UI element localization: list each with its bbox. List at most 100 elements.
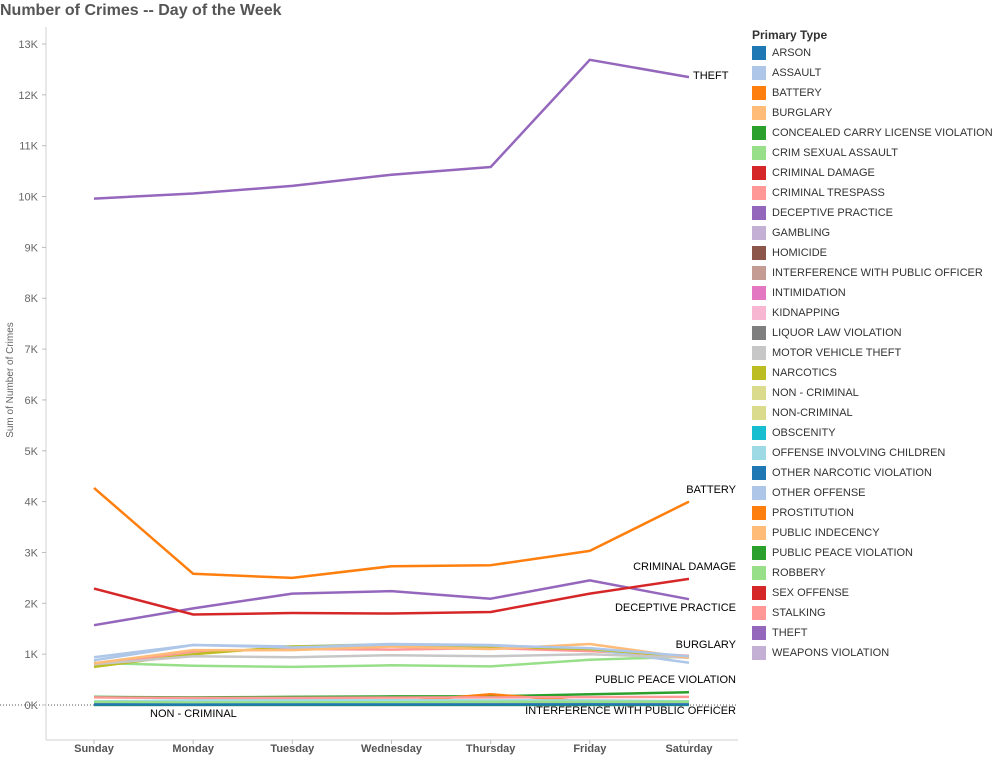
legend-swatch — [752, 346, 766, 360]
y-tick-label: 7K — [25, 344, 39, 356]
legend-item-criminal-damage[interactable]: CRIMINAL DAMAGE — [752, 163, 997, 183]
legend-label: OTHER OFFENSE — [772, 487, 866, 499]
legend-swatch — [752, 366, 766, 380]
series-line-offense-involving-children — [93, 698, 690, 703]
series-line-theft — [93, 58, 690, 200]
y-tick-label: 2K — [25, 598, 39, 610]
legend-label: LIQUOR LAW VIOLATION — [772, 327, 902, 339]
y-tick-label: 12K — [18, 90, 38, 102]
legend-item-non-criminal[interactable]: NON - CRIMINAL — [752, 383, 997, 403]
y-tick-label: 9K — [25, 242, 39, 254]
legend-item-public-peace-violation[interactable]: PUBLIC PEACE VIOLATION — [752, 543, 997, 563]
legend-item-stalking[interactable]: STALKING — [752, 603, 997, 623]
legend-item-sex-offense[interactable]: SEX OFFENSE — [752, 583, 997, 603]
line-labels: THEFT BATTERY CRIMINAL DAMAGE DECEPTIVE PRA… — [150, 70, 737, 720]
x-tick-label-friday: Friday — [573, 743, 607, 755]
line-label-battery: BATTERY — [686, 484, 736, 496]
legend-swatch — [752, 466, 766, 480]
legend-swatch — [752, 66, 766, 80]
axes: 0K 1K 2K 3K 4K 5K 6K 7K 8K 9K 10K 11K 12K 13K Sum of N… — [0, 27, 738, 755]
legend-item-liquor-law-violation[interactable]: LIQUOR LAW VIOLATION — [752, 323, 997, 343]
legend-item-motor-vehicle-theft[interactable]: MOTOR VEHICLE THEFT — [752, 343, 997, 363]
legend-item-obscenity[interactable]: OBSCENITY — [752, 423, 997, 443]
legend-swatch — [752, 386, 766, 400]
legend-item-robbery[interactable]: ROBBERY — [752, 563, 997, 583]
legend-item-public-indecency[interactable]: PUBLIC INDECENCY — [752, 523, 997, 543]
line-label-deceptive-practice: DECEPTIVE PRACTICE — [615, 602, 736, 614]
legend-item-concealed-carry-license-violation[interactable]: CONCEALED CARRY LICENSE VIOLATION — [752, 123, 997, 143]
legend-swatch — [752, 126, 766, 140]
legend-label: ROBBERY — [772, 567, 826, 579]
legend: Primary Type ARSON ASSAULT BATTERY BURGLARY… — [752, 27, 997, 663]
y-tick-label: 10K — [18, 192, 38, 204]
chart-title: Number of Crimes -- Day of the Week — [0, 2, 282, 19]
legend-label: ASSAULT — [772, 67, 822, 79]
legend-label: OFFENSE INVOLVING CHILDREN — [772, 447, 946, 459]
legend-swatch — [752, 646, 766, 660]
series-line-burglary — [93, 642, 690, 665]
legend-label: PUBLIC PEACE VIOLATION — [772, 547, 914, 559]
legend-item-homicide[interactable]: HOMICIDE — [752, 243, 997, 263]
y-tick-label: 4K — [25, 497, 39, 509]
legend-item-other-narcotic-violation[interactable]: OTHER NARCOTIC VIOLATION — [752, 463, 997, 483]
line-label-non-criminal: NON - CRIMINAL — [150, 708, 237, 720]
legend-item-weapons-violation[interactable]: WEAPONS VIOLATION — [752, 643, 997, 663]
legend-item-crim-sexual-assault[interactable]: CRIM SEXUAL ASSAULT — [752, 143, 997, 163]
y-axis-title: Sum of Number of Crimes — [5, 322, 16, 438]
legend-item-intimidation[interactable]: INTIMIDATION — [752, 283, 997, 303]
series-line-robbery — [93, 655, 690, 669]
y-tick-label: 13K — [18, 39, 38, 51]
legend-swatch — [752, 106, 766, 120]
line-label-public-peace-violation: PUBLIC PEACE VIOLATION — [595, 674, 736, 686]
legend-label: CRIMINAL DAMAGE — [772, 167, 875, 179]
legend-item-other-offense[interactable]: OTHER OFFENSE — [752, 483, 997, 503]
legend-swatch — [752, 486, 766, 500]
legend-item-narcotics[interactable]: NARCOTICS — [752, 363, 997, 383]
line-label-burglary: BURGLARY — [676, 639, 737, 651]
legend-label: ARSON — [772, 47, 812, 59]
legend-swatch — [752, 426, 766, 440]
legend-item-gambling[interactable]: GAMBLING — [752, 223, 997, 243]
line-chart: 0K 1K 2K 3K 4K 5K 6K 7K 8K 9K 10K 11K 12K 13K Sum of N… — [0, 27, 738, 755]
legend-item-prostitution[interactable]: PROSTITUTION — [752, 503, 997, 523]
legend-label: DECEPTIVE PRACTICE — [772, 207, 894, 219]
legend-label: BURGLARY — [772, 107, 833, 119]
legend-label: OTHER NARCOTIC VIOLATION — [772, 467, 932, 479]
legend-swatch — [752, 186, 766, 200]
legend-item-kidnapping[interactable]: KIDNAPPING — [752, 303, 997, 323]
line-label-criminal-damage: CRIMINAL DAMAGE — [633, 561, 736, 573]
legend-label: CRIMINAL TRESPASS — [772, 187, 885, 199]
legend-swatch — [752, 526, 766, 540]
x-tick-label-monday: Monday — [172, 743, 214, 755]
legend-label: SEX OFFENSE — [772, 587, 850, 599]
legend-label: PROSTITUTION — [772, 507, 854, 519]
legend-swatch — [752, 546, 766, 560]
legend-swatch — [752, 246, 766, 260]
legend-item-assault[interactable]: ASSAULT — [752, 63, 997, 83]
legend-swatch — [752, 446, 766, 460]
legend-label: CONCEALED CARRY LICENSE VIOLATION — [772, 127, 993, 139]
legend-item-offense-involving-children[interactable]: OFFENSE INVOLVING CHILDREN — [752, 443, 997, 463]
series-line-stalking — [93, 646, 690, 667]
legend-item-theft[interactable]: THEFT — [752, 623, 997, 643]
legend-item-battery[interactable]: BATTERY — [752, 83, 997, 103]
legend-item-interference-with-public-officer[interactable]: INTERFERENCE WITH PUBLIC OFFICER — [752, 263, 997, 283]
legend-label: MOTOR VEHICLE THEFT — [772, 347, 902, 359]
series-line-crim-sexual-assault — [93, 700, 690, 704]
legend-label: WEAPONS VIOLATION — [772, 647, 890, 659]
series-line-battery — [93, 486, 690, 580]
legend-label: GAMBLING — [772, 227, 831, 239]
legend-item-arson[interactable]: ARSON — [752, 43, 997, 63]
legend-label: NARCOTICS — [772, 367, 837, 379]
legend-swatch — [752, 566, 766, 580]
legend-label: OBSCENITY — [772, 427, 836, 439]
y-tick-label: 0K — [25, 700, 39, 712]
legend-item-deceptive-practice[interactable]: DECEPTIVE PRACTICE — [752, 203, 997, 223]
legend-label: CRIM SEXUAL ASSAULT — [772, 147, 898, 159]
legend-swatch — [752, 266, 766, 280]
legend-swatch — [752, 606, 766, 620]
legend-item-non-criminal[interactable]: NON-CRIMINAL — [752, 403, 997, 423]
legend-item-burglary[interactable]: BURGLARY — [752, 103, 997, 123]
x-tick-label-wednesday: Wednesday — [361, 743, 423, 755]
legend-item-criminal-trespass[interactable]: CRIMINAL TRESPASS — [752, 183, 997, 203]
